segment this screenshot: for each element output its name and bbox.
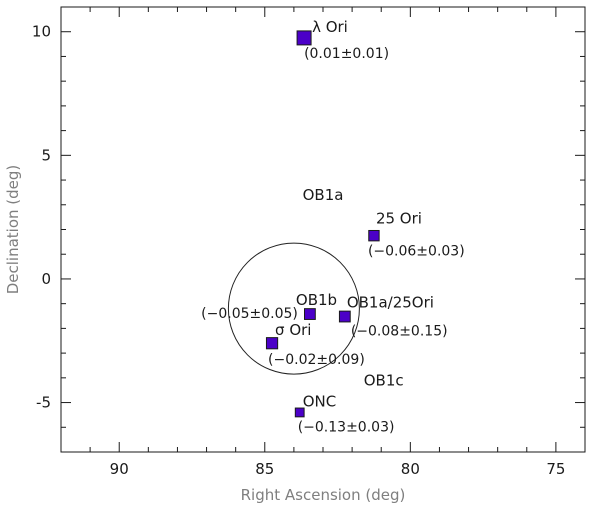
- point-value-label: (−0.08±0.15): [351, 324, 448, 340]
- x-tick-label: 90: [110, 460, 129, 478]
- y-tick-label: 10: [32, 23, 51, 41]
- point-labels: λ Ori(0.01±0.01)25 Ori(−0.06±0.03)OB1b(−…: [201, 18, 465, 436]
- data-point: [368, 229, 380, 242]
- x-axis-title: Right Ascension (deg): [241, 486, 406, 504]
- y-tick-label: 5: [41, 146, 51, 164]
- data-points: [265, 30, 380, 418]
- y-tick-label: -5: [36, 394, 51, 412]
- region-label: OB1c: [364, 371, 404, 389]
- x-tick-label: 80: [401, 460, 420, 478]
- point-value-label: (0.01±0.01): [304, 46, 389, 62]
- point-name-label: OB1a/25Ori: [347, 294, 434, 312]
- data-point: [338, 310, 351, 323]
- point-name-label: σ Ori: [275, 321, 311, 339]
- data-point: [304, 308, 316, 320]
- point-name-label: ONC: [303, 392, 337, 410]
- point-name-label: OB1b: [296, 291, 337, 309]
- point-value-label: (−0.06±0.03): [368, 244, 465, 260]
- point-value-label: (−0.13±0.03): [298, 419, 395, 435]
- point-value-label: (−0.05±0.05): [201, 306, 298, 322]
- data-point: [265, 337, 279, 350]
- axis-ticks: [60, 6, 586, 453]
- y-axis-title: Declination (deg): [4, 165, 22, 295]
- region-circle: [227, 242, 360, 375]
- y-tick-label: 0: [41, 270, 51, 288]
- point-name-label: λ Ori: [312, 18, 348, 36]
- tick-labels: 90 85 80 75 -5 0 5 10: [32, 23, 566, 478]
- x-tick-label: 75: [546, 460, 565, 478]
- plot-frame: [60, 6, 586, 453]
- point-name-label: 25 Ori: [376, 210, 422, 228]
- data-point: [296, 30, 312, 46]
- point-value-label: (−0.02±0.09): [268, 352, 365, 368]
- x-tick-label: 85: [255, 460, 274, 478]
- region-label: OB1a: [303, 186, 344, 204]
- data-point: [294, 407, 305, 418]
